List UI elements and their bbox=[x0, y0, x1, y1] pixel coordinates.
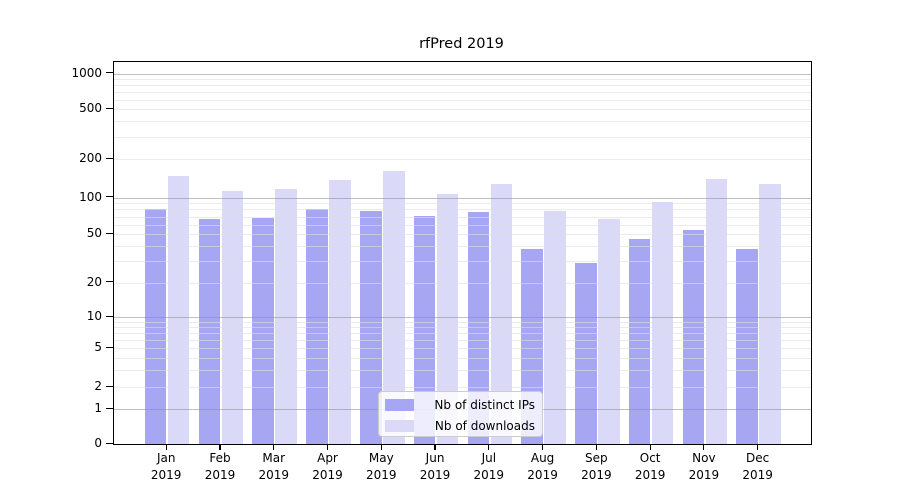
minor-gridline bbox=[114, 92, 811, 94]
x-tick-mark bbox=[595, 444, 597, 451]
minor-gridline bbox=[114, 321, 811, 323]
x-tick-mark bbox=[757, 444, 759, 451]
y-tick-label: 10 bbox=[86, 309, 102, 323]
bar-distinct-ips-jan bbox=[144, 209, 167, 444]
y-tick-mark bbox=[106, 385, 113, 387]
x-tick-mark bbox=[165, 444, 167, 451]
y-tick-mark bbox=[106, 407, 113, 409]
y-tick-label: 5 bbox=[94, 340, 102, 355]
minor-gridline bbox=[114, 137, 811, 139]
y-tick-mark bbox=[106, 346, 113, 348]
minor-gridline bbox=[114, 109, 811, 111]
legend-item-distinct-ips: Nb of distinct IPs bbox=[379, 397, 542, 413]
minor-gridline bbox=[114, 209, 811, 211]
minor-gridline bbox=[114, 85, 811, 87]
x-tick-mark bbox=[649, 444, 651, 451]
bar-downloads-dec bbox=[759, 183, 781, 444]
minor-gridline bbox=[114, 234, 811, 236]
bar-downloads-jun bbox=[436, 193, 459, 444]
y-tick-mark bbox=[106, 281, 113, 283]
legend-item-downloads: Nb of downloads bbox=[379, 418, 542, 434]
legend-swatch-distinct-ips bbox=[385, 399, 414, 411]
bar-distinct-ips-apr bbox=[306, 209, 328, 444]
minor-gridline bbox=[114, 340, 811, 342]
minor-gridline bbox=[114, 246, 811, 248]
y-tick-mark bbox=[106, 157, 113, 159]
x-tick-label-nov: Nov 2019 bbox=[688, 451, 720, 482]
minor-gridline bbox=[114, 224, 811, 226]
bar-downloads-apr bbox=[329, 179, 351, 444]
y-tick-mark bbox=[106, 107, 113, 109]
y-tick-mark bbox=[106, 442, 113, 444]
y-tick-label: 100 bbox=[79, 189, 102, 204]
bar-downloads-may bbox=[383, 170, 405, 444]
y-tick-label: 200 bbox=[79, 151, 102, 166]
y-tick-label: 1000 bbox=[71, 65, 102, 80]
x-tick-label-sep: Sep 2019 bbox=[581, 451, 612, 482]
minor-gridline bbox=[114, 387, 811, 388]
y-tick-label: 500 bbox=[79, 101, 102, 116]
minor-gridline bbox=[114, 333, 811, 335]
minor-gridline bbox=[114, 282, 811, 284]
bar-distinct-ips-jun bbox=[413, 215, 436, 444]
x-tick-mark bbox=[219, 444, 221, 451]
y-tick-label: 2 bbox=[94, 379, 102, 393]
major-gridline bbox=[114, 73, 811, 75]
minor-gridline bbox=[114, 216, 811, 218]
y-tick-mark bbox=[106, 196, 113, 198]
x-tick-mark bbox=[380, 444, 382, 451]
x-tick-label-oct: Oct 2019 bbox=[634, 451, 666, 482]
legend-label-downloads: Nb of downloads bbox=[434, 419, 535, 433]
legend: Nb of distinct IPs Nb of downloads bbox=[378, 391, 543, 437]
y-tick-label: 20 bbox=[86, 274, 102, 289]
y-tick-mark bbox=[106, 72, 113, 74]
x-tick-mark bbox=[273, 444, 275, 451]
x-tick-label-mar: Mar 2019 bbox=[258, 451, 289, 482]
bar-downloads-nov bbox=[705, 179, 728, 444]
bar-distinct-ips-nov bbox=[682, 230, 705, 444]
x-tick-label-may: May 2019 bbox=[365, 451, 397, 482]
x-tick-label-dec: Dec 2019 bbox=[742, 451, 773, 482]
x-tick-label-jun: Jun 2019 bbox=[419, 451, 451, 482]
minor-gridline bbox=[114, 159, 811, 161]
bar-distinct-ips-dec bbox=[736, 248, 758, 444]
y-tick-mark bbox=[106, 315, 113, 317]
minor-gridline bbox=[114, 357, 811, 359]
x-tick-mark bbox=[326, 444, 329, 451]
minor-gridline bbox=[114, 99, 811, 101]
x-tick-label-apr: Apr 2019 bbox=[312, 451, 343, 482]
x-tick-mark bbox=[434, 444, 436, 451]
minor-gridline bbox=[114, 121, 811, 123]
bar-distinct-ips-sep bbox=[575, 263, 597, 444]
y-tick-label: 50 bbox=[86, 226, 102, 241]
legend-swatch-downloads bbox=[385, 420, 414, 432]
minor-gridline bbox=[114, 369, 811, 371]
major-gridline bbox=[114, 197, 811, 199]
x-tick-mark bbox=[488, 444, 490, 451]
bar-distinct-ips-oct bbox=[628, 238, 651, 444]
x-tick-mark bbox=[703, 444, 705, 451]
chart-title: rfPred 2019 bbox=[419, 36, 504, 52]
x-tick-label-jan: Jan 2019 bbox=[150, 451, 182, 482]
minor-gridline bbox=[114, 348, 811, 350]
x-tick-label-aug: Aug 2019 bbox=[527, 451, 558, 482]
minor-gridline bbox=[114, 261, 811, 263]
bar-downloads-oct bbox=[651, 202, 674, 444]
minor-gridline bbox=[114, 79, 811, 81]
x-tick-label-jul: Jul 2019 bbox=[473, 451, 505, 482]
bar-downloads-jul bbox=[490, 184, 513, 444]
y-tick-mark bbox=[106, 232, 113, 234]
legend-label-distinct-ips: Nb of distinct IPs bbox=[434, 398, 535, 412]
minor-gridline bbox=[114, 203, 811, 205]
y-tick-label: 0 bbox=[94, 436, 102, 450]
minor-gridline bbox=[114, 327, 811, 329]
bar-downloads-jan bbox=[167, 175, 190, 444]
major-gridline bbox=[114, 317, 811, 318]
y-tick-label: 1 bbox=[94, 401, 102, 416]
x-tick-label-feb: Feb 2019 bbox=[204, 451, 236, 482]
x-tick-mark bbox=[541, 444, 544, 451]
bar-downloads-mar bbox=[275, 189, 297, 444]
plot-area bbox=[113, 61, 812, 445]
